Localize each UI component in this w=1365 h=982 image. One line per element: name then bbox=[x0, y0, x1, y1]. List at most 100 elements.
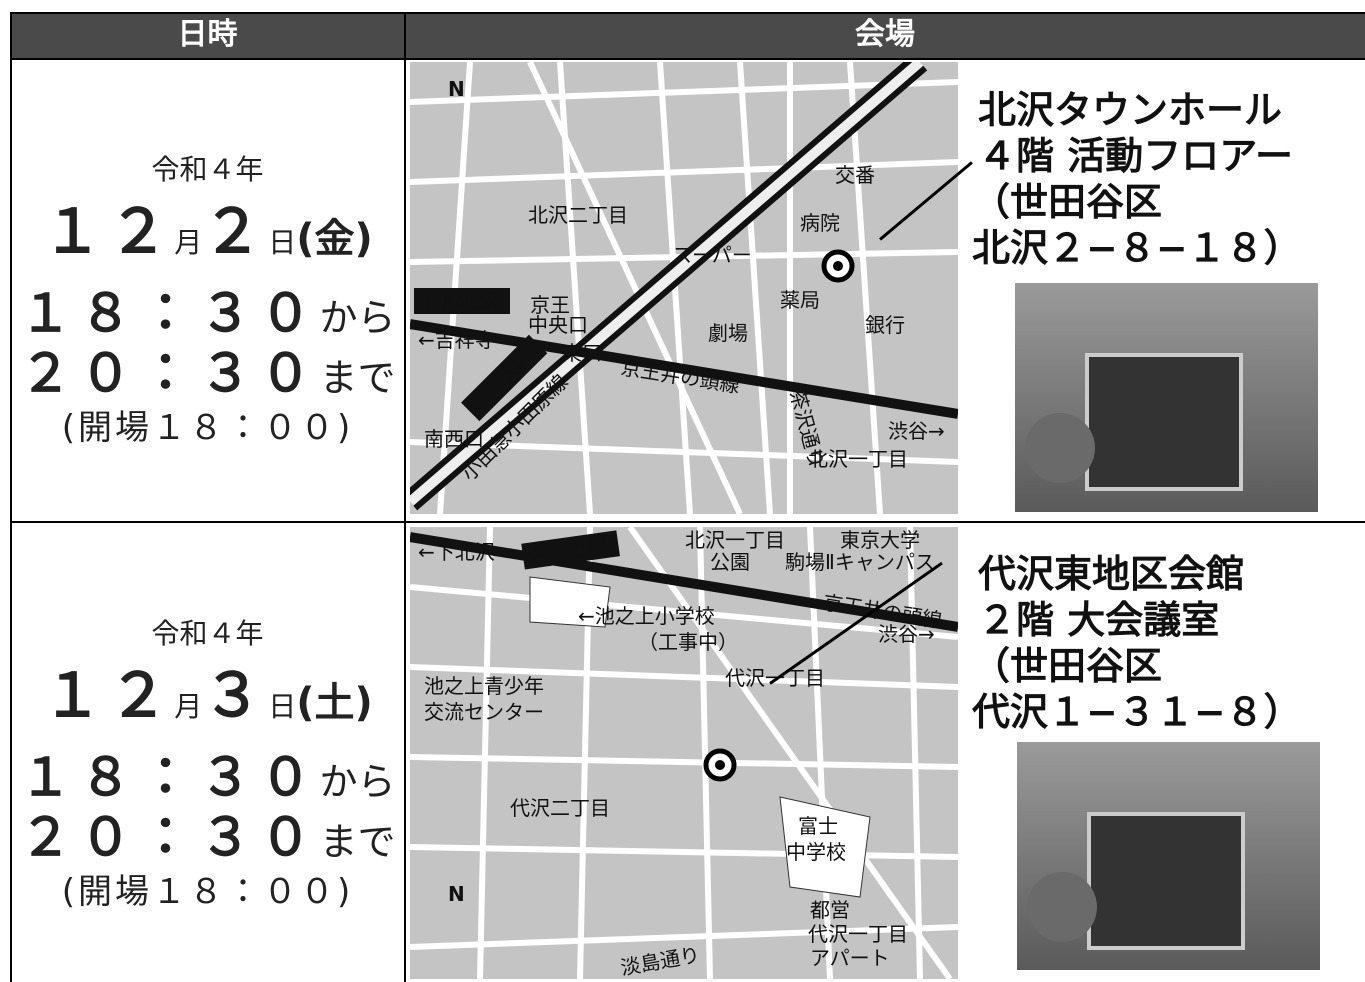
road bbox=[657, 62, 693, 514]
venue-line: 代沢東地区会館 bbox=[978, 552, 1245, 596]
label-bg bbox=[521, 530, 620, 570]
border bbox=[10, 521, 1365, 523]
map-label: 都営 bbox=[810, 898, 850, 922]
header-cell: 日時 bbox=[10, 12, 405, 58]
era: 令和４年 bbox=[151, 617, 264, 650]
map-label: 渋谷→ bbox=[888, 419, 945, 443]
time-part: ２０：３０ bbox=[19, 344, 320, 404]
road bbox=[410, 159, 958, 185]
map-label: 南西口 bbox=[424, 427, 484, 451]
map-label: 東口 bbox=[562, 341, 602, 365]
era: 令和４年 bbox=[151, 153, 264, 186]
map-label: 渋谷→ bbox=[878, 622, 935, 646]
label-bg bbox=[461, 334, 548, 422]
road bbox=[847, 62, 883, 514]
time-part: まで bbox=[319, 356, 396, 400]
header-cell: 会場 bbox=[405, 12, 1365, 58]
venue-line: ４階 活動フロアー bbox=[978, 134, 1293, 178]
opening: (開場１８：００) bbox=[61, 408, 354, 448]
venue-line: ２階 大会議室 bbox=[978, 598, 1220, 642]
road bbox=[697, 527, 713, 979]
date: １２月２日(金) bbox=[10, 183, 405, 270]
time: ２０：３０まで bbox=[10, 808, 405, 872]
map-label: スーパー bbox=[672, 243, 752, 267]
map-label: 下北沢駅 bbox=[418, 289, 498, 313]
school bbox=[779, 796, 871, 898]
photo-door bbox=[1087, 812, 1245, 950]
venue-marker bbox=[833, 261, 843, 271]
map-label: N bbox=[448, 882, 465, 906]
map-label: 劇場 bbox=[708, 321, 748, 345]
map: N北沢二丁目スーパー交番病院薬局銀行劇場下北沢駅←吉祥寺京王中央口東口京王井の頭… bbox=[410, 62, 958, 514]
venue-line: 代沢１−３１−８） bbox=[972, 690, 1302, 734]
road bbox=[737, 62, 773, 514]
date-part: 月 bbox=[174, 690, 203, 723]
railway bbox=[410, 532, 958, 632]
map: ←下北沢 池ノ上駅 北沢一丁目公園東京大学駒場Ⅱキャンパス京王井の頭線渋谷→←池之上… bbox=[410, 527, 958, 979]
map-label: 薬局 bbox=[780, 288, 820, 312]
date-part: (金) bbox=[296, 216, 373, 262]
time-part: まで bbox=[319, 820, 396, 864]
photo-door bbox=[1085, 353, 1243, 491]
map-label: N bbox=[448, 77, 465, 101]
date-part: ３ bbox=[202, 661, 269, 731]
border bbox=[10, 12, 12, 982]
map-label: ←吉祥寺 bbox=[418, 328, 495, 352]
map-label: 京王 bbox=[530, 293, 570, 317]
date-part: １２ bbox=[42, 197, 175, 267]
railway bbox=[410, 319, 958, 419]
map-label: 東京大学 bbox=[840, 528, 920, 552]
venue-marker bbox=[715, 760, 725, 770]
map-label: 病院 bbox=[800, 211, 840, 235]
time-part: から bbox=[319, 296, 396, 340]
time-part: １８：３０ bbox=[19, 284, 320, 344]
border bbox=[10, 12, 1365, 14]
road bbox=[410, 439, 958, 465]
road bbox=[410, 754, 958, 770]
map-label: ←下北沢 bbox=[418, 540, 495, 564]
photo bbox=[1017, 742, 1320, 970]
map-label: 富士 bbox=[798, 814, 838, 838]
map-label: 中央口 bbox=[528, 313, 588, 337]
road bbox=[907, 527, 923, 979]
map-label: 交番 bbox=[835, 163, 875, 187]
map-label: 池之上青少年 bbox=[424, 674, 544, 698]
map-label: 中学校 bbox=[786, 840, 846, 864]
date: １２月３日(土) bbox=[10, 647, 405, 734]
date-part: 月 bbox=[174, 226, 203, 259]
map-label: （工事中） bbox=[638, 630, 738, 654]
date-part: 日 bbox=[268, 690, 297, 723]
map-label: 駒場Ⅱキャンパス bbox=[785, 550, 935, 574]
road bbox=[410, 924, 958, 950]
map-label: アパート bbox=[810, 946, 890, 970]
map-label: 北沢一丁目 bbox=[685, 528, 785, 552]
time-part: １８：３０ bbox=[19, 748, 320, 808]
road bbox=[410, 664, 958, 690]
map-label: 銀行 bbox=[865, 313, 905, 337]
photo-tree bbox=[1025, 413, 1095, 483]
time: ２０：３０まで bbox=[10, 344, 405, 408]
map-label: 北沢二丁目 bbox=[528, 203, 628, 227]
photo-tree bbox=[1027, 872, 1097, 942]
time: １８：３０から bbox=[10, 748, 405, 812]
map-label: 北沢一丁目 bbox=[808, 447, 908, 471]
road bbox=[527, 62, 743, 514]
map-label: ←池之上小学校 bbox=[578, 604, 715, 628]
road bbox=[477, 527, 493, 979]
date-part: (土) bbox=[296, 680, 373, 726]
railway bbox=[410, 62, 924, 506]
date-part: 日 bbox=[268, 226, 297, 259]
date-part: １２ bbox=[42, 661, 175, 731]
border bbox=[404, 12, 406, 982]
road bbox=[627, 527, 953, 979]
road bbox=[410, 844, 958, 860]
road bbox=[410, 584, 958, 640]
road bbox=[410, 79, 958, 105]
label-bg bbox=[414, 288, 510, 314]
time-part: ２０：３０ bbox=[19, 808, 320, 868]
time: １８：３０から bbox=[10, 284, 405, 348]
time-part: から bbox=[319, 760, 396, 804]
venue-line: （世田谷区 bbox=[972, 180, 1163, 224]
opening: (開場１８：００) bbox=[61, 872, 354, 912]
